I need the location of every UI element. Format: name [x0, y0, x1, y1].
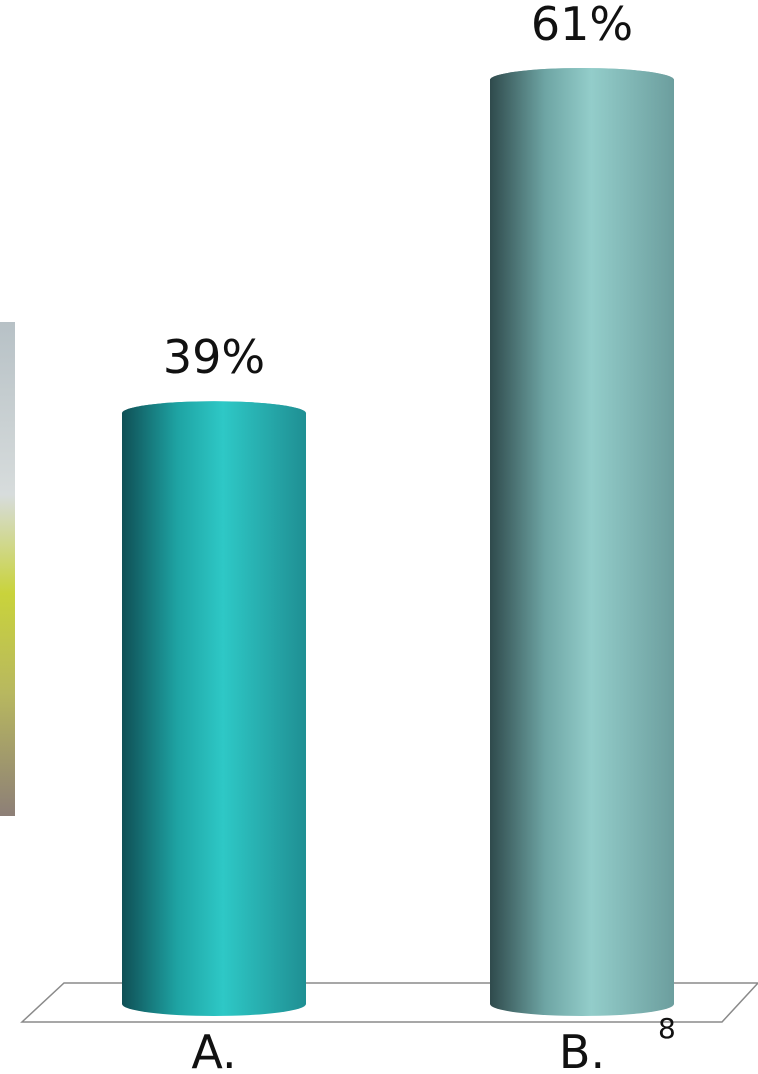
- data-label-0: 39%: [163, 330, 265, 384]
- bar-0-cap: [122, 401, 306, 426]
- bar-0: [122, 401, 306, 1016]
- data-label-1: 61%: [531, 0, 633, 51]
- category-label-1: B.: [559, 1025, 605, 1074]
- category-label-0: A.: [191, 1025, 236, 1074]
- page-number: 8: [658, 1012, 676, 1045]
- background-photo-strip: [0, 322, 15, 816]
- bar-1-cap: [490, 68, 674, 92]
- bars-group: 39% A. 61% B.: [122, 0, 674, 1074]
- bar-1: [490, 68, 674, 1016]
